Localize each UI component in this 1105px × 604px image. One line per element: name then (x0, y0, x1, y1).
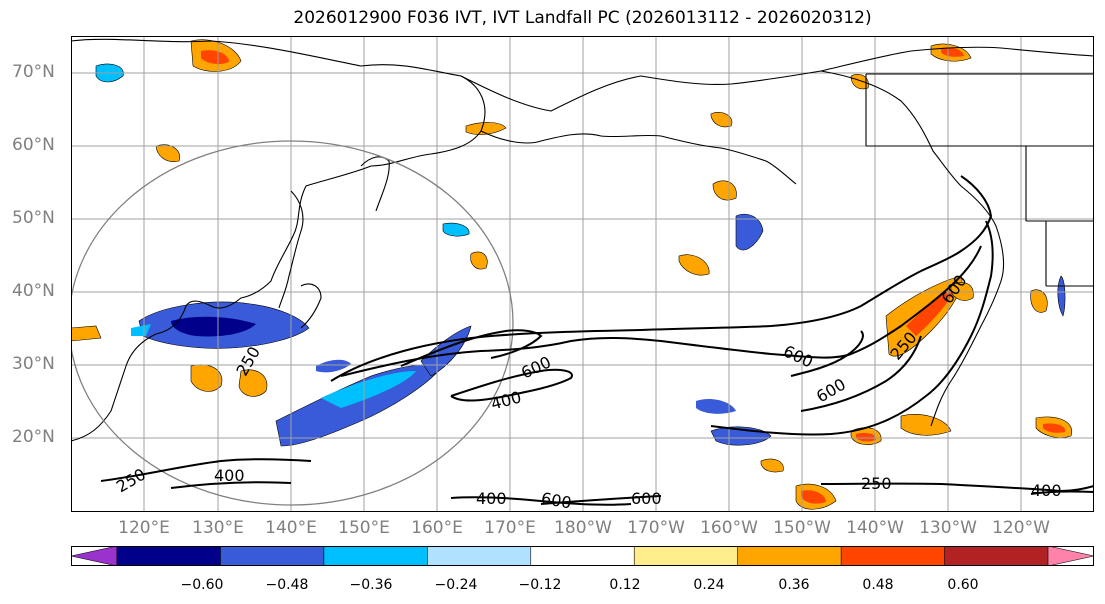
colorbar (71, 546, 1094, 566)
colorbar-segment (944, 546, 1049, 566)
colorbar-segment (427, 546, 532, 566)
colorbar-tick: −0.36 (349, 577, 393, 593)
colorbar-segment (840, 546, 946, 566)
colorbar-segment (116, 546, 222, 566)
contour-label: 250 (861, 474, 892, 493)
lat-label-60: 60°N (12, 135, 55, 155)
lat-label-40: 40°N (12, 281, 55, 301)
colorbar-segment (220, 546, 325, 566)
colorbar-segment (71, 546, 118, 566)
coastlines (71, 38, 1094, 442)
map-panel: 250 400 600 600 400 600 250 250 600 600 … (71, 36, 1094, 512)
colorbar-tick: −0.24 (434, 577, 478, 593)
graticule (71, 36, 1094, 512)
contour-label: 600 (631, 489, 662, 508)
lon-label-140e: 140°E (265, 518, 317, 538)
colorbar-tick: −0.12 (518, 577, 562, 593)
lon-label-150w: 150°W (773, 518, 831, 538)
lon-label-120e: 120°E (118, 518, 170, 538)
ivt-contours (100, 175, 1094, 506)
contour-label: 400 (476, 489, 507, 508)
map-title: 2026012900 F036 IVT, IVT Landfall PC (20… (293, 8, 872, 28)
colorbar-segment (530, 546, 636, 566)
contour-label: 400 (214, 466, 245, 485)
map-frame (71, 36, 1094, 512)
colorbar-tick: −0.60 (180, 577, 224, 593)
lon-label-130e: 130°E (192, 518, 244, 538)
colorbar-segment (633, 546, 739, 566)
lon-label-150e: 150°E (338, 518, 390, 538)
colorbar-tick: 0.60 (947, 577, 979, 593)
lon-label-140w: 140°W (846, 518, 904, 538)
lon-label-160w: 160°W (700, 518, 758, 538)
colorbar-segment (1047, 546, 1094, 566)
colorbar-tick: 0.48 (862, 577, 894, 593)
lon-label-180w: 180°W (554, 518, 612, 538)
colorbar-segment (323, 546, 429, 566)
lat-label-50: 50°N (12, 208, 55, 228)
colorbar-tick: 0.36 (778, 577, 810, 593)
ivt-anomaly-shading (71, 39, 1073, 510)
colorbar-segment (737, 546, 842, 566)
lat-label-30: 30°N (12, 354, 55, 374)
lon-label-160e: 160°E (411, 518, 463, 538)
lat-label-70: 70°N (12, 62, 55, 82)
lon-label-130w: 130°W (919, 518, 977, 538)
lon-label-120w: 120°W (992, 518, 1050, 538)
contour-label: 400 (1031, 481, 1062, 500)
lat-label-20: 20°N (12, 427, 55, 447)
lon-label-170w: 170°W (627, 518, 685, 538)
colorbar-tick: −0.48 (265, 577, 309, 593)
colorbar-tick: 0.24 (693, 577, 725, 593)
contour-label: 600 (540, 489, 573, 512)
colorbar-tick: 0.12 (609, 577, 641, 593)
lon-label-170e: 170°E (484, 518, 536, 538)
landfall-radius-circle (71, 140, 514, 506)
